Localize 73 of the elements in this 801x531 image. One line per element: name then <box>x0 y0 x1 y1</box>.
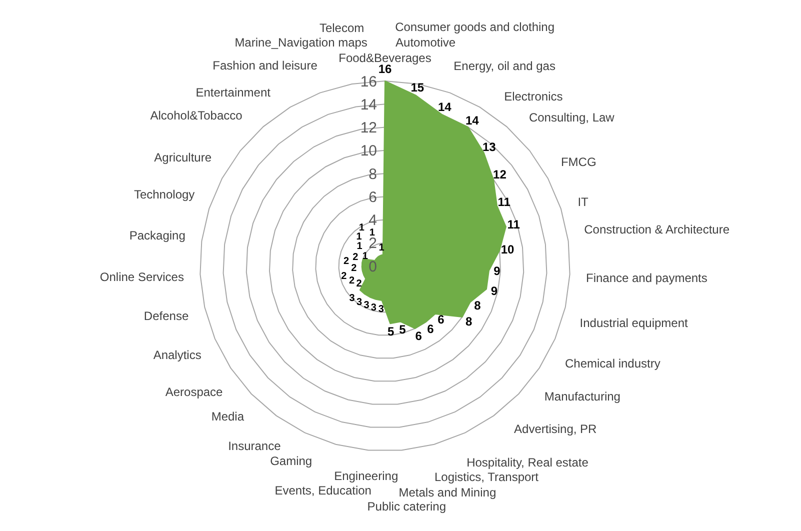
spoke-label: Insurance <box>228 438 282 453</box>
y-tick-label: 14 <box>360 96 377 114</box>
data-label: 8 <box>466 314 473 329</box>
y-tick-label: 4 <box>368 212 377 229</box>
data-label: 14 <box>438 100 452 114</box>
data-label: 3 <box>349 293 356 304</box>
data-label: 3 <box>364 300 370 311</box>
data-label: 2 <box>341 270 348 282</box>
spoke-label: Chemical industry <box>564 356 660 371</box>
spoke-label: Finance and payments <box>586 270 708 285</box>
data-label: 11 <box>507 217 520 232</box>
data-label: 9 <box>494 264 501 278</box>
spoke-label: Packaging <box>129 228 186 242</box>
spoke-label: Alcohol&Tobacco <box>150 108 243 123</box>
data-label: 2 <box>351 262 358 274</box>
spoke-label: IT <box>578 194 590 209</box>
data-label: 14 <box>465 113 480 128</box>
spoke-label: Consumer goods and clothing <box>395 20 555 34</box>
spoke-label: Consulting, Law <box>528 110 615 124</box>
data-label: 5 <box>399 322 406 337</box>
spoke-label: Construction & Architecture <box>584 222 730 236</box>
data-label: 2 <box>352 252 359 263</box>
y-tick-label: 6 <box>368 188 377 206</box>
data-label: 1 <box>358 222 365 234</box>
spoke-label: Electronics <box>504 89 563 104</box>
spoke-label: Advertising, PR <box>514 422 598 436</box>
data-label: 6 <box>415 328 422 343</box>
spoke-label: Public catering <box>367 500 446 514</box>
data-label: 3 <box>370 302 377 314</box>
spoke-label: Analytics <box>153 348 202 362</box>
y-tick-label: 12 <box>360 120 377 136</box>
spoke-label: Telecom <box>319 21 364 36</box>
data-label: 1 <box>362 250 368 262</box>
data-label: 9 <box>490 284 498 298</box>
data-label: 1 <box>356 232 362 243</box>
data-label: 6 <box>438 312 445 327</box>
spoke-label: Energy, oil and gas <box>454 59 556 74</box>
spoke-label: Marine_Navigation maps <box>234 36 368 50</box>
y-tick-label: 8 <box>368 166 377 183</box>
y-tick-label: 16 <box>360 73 377 90</box>
data-label: 5 <box>388 324 395 339</box>
spoke-label: Online Services <box>100 270 184 284</box>
spoke-label: Gaming <box>270 454 312 468</box>
data-label: 3 <box>378 304 384 316</box>
data-label: 13 <box>482 140 496 154</box>
spoke-label: Logistics, Transport <box>434 470 540 484</box>
data-label: 15 <box>410 80 424 95</box>
data-label: 2 <box>349 276 355 287</box>
spoke-label: Agriculture <box>154 150 212 164</box>
data-label: 11 <box>498 195 511 210</box>
spoke-label: Hospitality, Real estate <box>466 455 589 470</box>
spoke-label: Events, Education <box>274 483 372 498</box>
spoke-label: Technology <box>134 188 195 202</box>
data-label: 12 <box>493 168 507 182</box>
data-label: 3 <box>356 296 363 308</box>
spoke-label: Defense <box>144 309 189 324</box>
spoke-label: Entertainment <box>196 85 272 100</box>
spoke-label: Aerospace <box>165 385 224 400</box>
y-tick-label: 10 <box>360 142 377 160</box>
spoke-label: Media <box>211 410 244 424</box>
data-label: 10 <box>500 242 514 257</box>
spoke-label: FMCG <box>560 155 596 170</box>
spoke-label: Automotive <box>396 36 456 50</box>
spoke-label: Industrial equipment <box>580 316 689 330</box>
data-label: 6 <box>427 322 434 336</box>
data-label: 8 <box>474 298 482 313</box>
spoke-label: Fashion and leisure <box>212 58 318 72</box>
spoke-label: Metals and Mining <box>398 485 496 500</box>
spoke-label: Manufacturing <box>544 390 620 404</box>
y-tick-label: 0 <box>368 258 377 276</box>
data-label: 2 <box>343 256 350 268</box>
data-label: 1 <box>356 241 363 252</box>
spoke-label: Engineering <box>334 469 398 484</box>
